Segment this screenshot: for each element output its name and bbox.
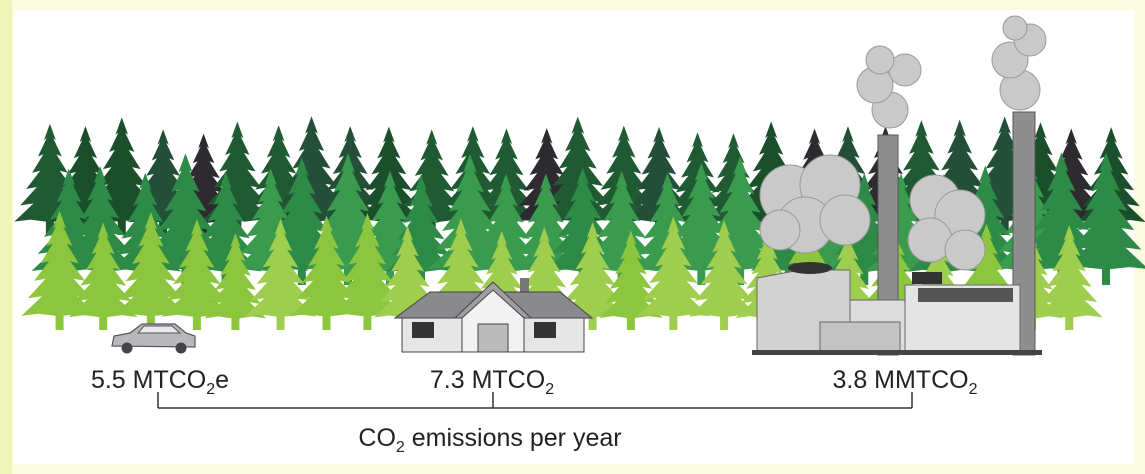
page: 5.5 MTCO2e 7.3 MTCO2 3.8 MMTCO2 CO2 emis… — [0, 0, 1145, 474]
caption-text: CO — [358, 424, 396, 452]
label-sub: 2 — [206, 381, 215, 398]
label-text: 7.3 MTCO — [430, 366, 545, 394]
label-text: 3.8 MMTCO — [832, 366, 968, 394]
label-tail: e — [215, 366, 229, 394]
label-sub: 2 — [969, 381, 978, 398]
plant-label: 3.8 MMTCO2 — [832, 366, 977, 398]
left-strip — [0, 0, 12, 474]
labels: 5.5 MTCO2e 7.3 MTCO2 3.8 MMTCO2 — [91, 366, 978, 398]
caption-tail: emissions per year — [405, 424, 622, 452]
label-sub: 2 — [545, 381, 554, 398]
caption-sub: 2 — [396, 439, 405, 456]
illustration: 5.5 MTCO2e 7.3 MTCO2 3.8 MMTCO2 CO2 emis… — [0, 0, 1145, 474]
label-text: 5.5 MTCO — [91, 366, 206, 394]
house-label: 7.3 MTCO2 — [430, 366, 554, 398]
